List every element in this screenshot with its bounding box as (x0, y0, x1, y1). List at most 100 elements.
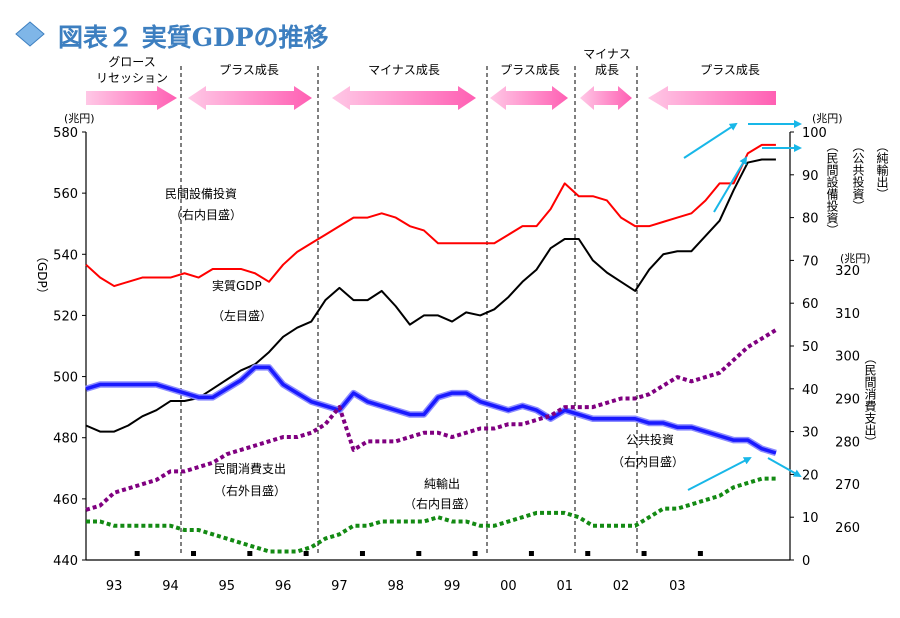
phase-label: プラス成長 (500, 63, 560, 77)
axis-label-gdp: （GDP） (35, 250, 49, 300)
left-tick-label: 480 (53, 432, 78, 447)
unit-left: (兆円) (64, 112, 95, 125)
series-label: 純輸出 (424, 476, 460, 491)
series-label: 実質GDP (212, 278, 262, 293)
x-tick-label: 00 (500, 579, 517, 594)
axis-label-capex: （民間設備投資） (825, 140, 839, 236)
phase-arrow (332, 86, 476, 110)
phase-label: マイナス成長 (368, 63, 440, 77)
left-tick-label: 520 (53, 309, 78, 324)
phase-label: リセッション (96, 71, 168, 85)
callout-arrow (767, 457, 802, 477)
series-line-netexport (86, 476, 776, 554)
right-inner-tick-label: 80 (802, 212, 819, 227)
left-tick-label: 540 (53, 248, 78, 263)
right-outer-tick-label: 320 (835, 264, 860, 279)
phase-label: プラス成長 (219, 63, 279, 77)
title-bar: 図表２ 実質GDPの推移 (15, 21, 329, 52)
series-label: 民間設備投資 (165, 186, 237, 201)
right-inner-tick-label: 50 (802, 340, 819, 355)
x-tick-label: 98 (387, 579, 404, 594)
x-tick-marker (585, 551, 591, 556)
right-outer-tick-label: 280 (835, 435, 860, 450)
left-tick-label: 460 (53, 493, 78, 508)
series-labels: 民間設備投資 （右内目盛） 実質GDP （左目盛） 民間消費支出 （右外目盛） … (165, 186, 684, 511)
right-inner-tick-label: 0 (802, 554, 810, 569)
left-tick-label: 560 (53, 187, 78, 202)
phase-label: グロース (108, 55, 155, 69)
x-tick-label: 96 (275, 579, 292, 594)
phase-label: マイナス (583, 47, 631, 61)
callout-arrow (713, 156, 748, 213)
phase-label: プラス成長 (700, 63, 760, 77)
right-inner-tick-label: 100 (802, 126, 827, 141)
right-inner-tick-label: 60 (802, 297, 819, 312)
right-inner-tick-label: 40 (802, 383, 819, 398)
left-tick-label: 500 (53, 371, 78, 386)
left-tick-label: 580 (53, 126, 78, 141)
series-line-public (85, 365, 777, 455)
series-label: 公共投資 (626, 432, 674, 447)
unit-right-mid: (兆円) (840, 252, 871, 265)
series-line-consumption (85, 328, 777, 512)
callout-arrow (683, 122, 738, 159)
x-tick-marker (641, 551, 647, 556)
x-tick-marker (191, 551, 197, 556)
x-tick-label: 95 (219, 579, 236, 594)
phase-arrow (188, 86, 312, 110)
x-tick-label: 02 (613, 579, 630, 594)
left-tick-label: 440 (53, 554, 78, 569)
right-inner-tick-label: 90 (802, 169, 819, 184)
x-tick-marker (697, 551, 703, 556)
axis-label-public: （公共投資） (851, 140, 865, 212)
right-outer-tick-label: 310 (835, 307, 860, 322)
x-tick-marker (303, 551, 309, 556)
x-ticks: 93 94 95 96 97 98 99 00 01 02 03 (106, 551, 703, 594)
x-tick-label: 93 (106, 579, 123, 594)
x-tick-marker (359, 551, 365, 556)
diamond-icon (15, 21, 45, 47)
x-tick-label: 03 (669, 579, 686, 594)
series-label: （右内目盛） (404, 496, 476, 511)
phase-arrows (86, 86, 776, 110)
axis-label-netexport: （純輸出） (875, 140, 889, 200)
right-outer-tick-label: 260 (835, 521, 860, 536)
series-label: （左目盛） (212, 308, 272, 323)
x-tick-marker (528, 551, 534, 556)
series-label: 民間消費支出 (214, 461, 286, 476)
left-ticks: 440 460 480 500 520 540 560 580 (53, 126, 86, 569)
right-inner-tick-label: 30 (802, 426, 819, 441)
x-tick-label: 94 (162, 579, 179, 594)
right-outer-ticks: 260 270 280 290 300 310 320 (835, 264, 860, 536)
unit-right-top: (兆円) (812, 112, 843, 125)
right-outer-tick-label: 290 (835, 393, 860, 408)
x-tick-marker (247, 551, 253, 556)
x-tick-marker (416, 551, 422, 556)
phase-arrow (580, 86, 632, 110)
axis-label-consumption: （民間消費支出） (863, 352, 877, 448)
phase-arrow (648, 86, 776, 110)
series-line-capex (85, 143, 776, 288)
right-outer-tick-label: 270 (835, 478, 860, 493)
right-inner-tick-label: 10 (802, 511, 819, 526)
chart-title: 図表２ 実質GDPの推移 (58, 23, 329, 52)
right-inner-ticks: 0 10 20 30 40 50 60 70 80 90 100 (790, 126, 827, 569)
right-inner-tick-label: 70 (802, 254, 819, 269)
series-label: （右外目盛） (214, 483, 286, 498)
series-label: （右内目盛） (170, 207, 242, 222)
callout-arrows (683, 120, 802, 491)
phase-arrow (86, 86, 177, 110)
x-tick-label: 97 (331, 579, 348, 594)
phase-arrow (490, 86, 568, 110)
series-label: （右内目盛） (612, 454, 684, 469)
callout-arrow (687, 457, 752, 491)
x-tick-label: 99 (444, 579, 461, 594)
x-tick-label: 01 (556, 579, 573, 594)
x-tick-marker (134, 551, 140, 556)
right-outer-tick-label: 300 (835, 350, 860, 365)
x-tick-marker (472, 551, 478, 556)
phase-label: 成長 (595, 63, 619, 77)
phase-labels: グロース リセッション プラス成長 マイナス成長 プラス成長 マイナス 成長 プ… (96, 47, 760, 85)
right-inner-tick-label: 20 (802, 468, 819, 483)
